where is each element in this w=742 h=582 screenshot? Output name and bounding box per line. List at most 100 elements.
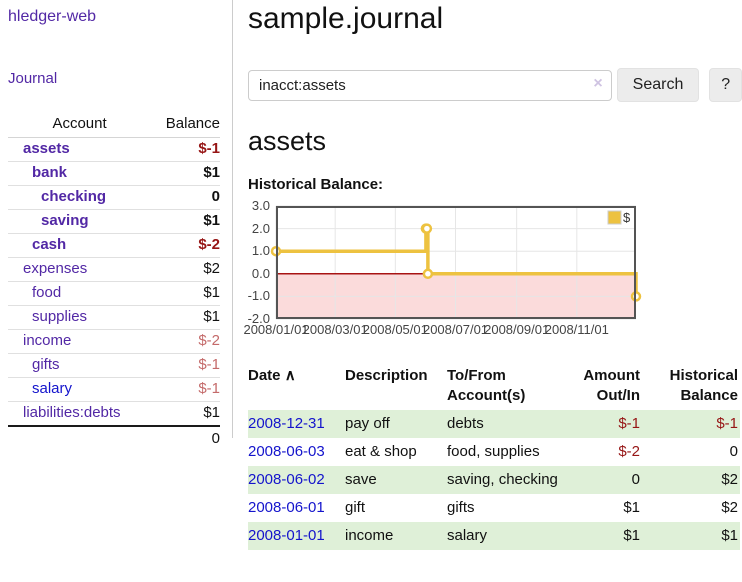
transaction-accounts: debts xyxy=(447,415,484,432)
x-tick-label: 2008/05/01 xyxy=(362,322,428,337)
account-balance: $1 xyxy=(151,281,220,306)
transaction-balance: 0 xyxy=(729,443,738,460)
accounts-total-value: 0 xyxy=(151,425,220,451)
account-row: assets $-1 xyxy=(8,137,220,162)
transaction-balance: $2 xyxy=(721,499,738,516)
register-header-date[interactable]: Date ∧ xyxy=(248,367,296,384)
accounts-header-balance: Balance xyxy=(151,111,220,138)
transaction-row[interactable]: 2008-06-02 save saving, checking 0 $2 xyxy=(248,466,740,494)
transaction-date-link[interactable]: 2008-01-01 xyxy=(248,527,325,544)
svg-text:$: $ xyxy=(623,210,631,225)
account-link[interactable]: supplies xyxy=(32,308,88,325)
y-tick-label: 1.0 xyxy=(251,243,270,259)
x-tick-label: 2008/11/01 xyxy=(544,322,609,337)
transaction-accounts: saving, checking xyxy=(447,471,558,488)
account-row: salary $-1 xyxy=(8,377,220,402)
account-link[interactable]: saving xyxy=(41,212,89,229)
account-row: cash $-2 xyxy=(8,233,220,258)
account-link[interactable]: food xyxy=(32,284,62,301)
y-tick-label: -1.0 xyxy=(247,288,270,304)
account-balance: $-1 xyxy=(151,137,220,162)
account-balance: $-1 xyxy=(151,353,220,378)
account-link[interactable]: cash xyxy=(32,236,67,253)
account-row: supplies $1 xyxy=(8,305,220,330)
search-button[interactable]: Search xyxy=(616,68,700,102)
account-balance: 0 xyxy=(151,185,220,210)
accounts-total-row: 0 xyxy=(8,425,220,451)
x-tick-label: 2008/01/01 xyxy=(243,322,309,337)
account-link[interactable]: expenses xyxy=(23,260,88,277)
transaction-balance: $-1 xyxy=(716,415,738,432)
x-tick-label: 2008/09/01 xyxy=(484,322,550,337)
transaction-amount: $1 xyxy=(623,499,640,516)
account-link[interactable]: income xyxy=(23,332,72,349)
account-row: food $1 xyxy=(8,281,220,306)
transaction-description: eat & shop xyxy=(345,443,417,460)
app-brand-link[interactable]: hledger-web xyxy=(8,8,97,25)
transaction-balance: $1 xyxy=(721,527,738,544)
page-title: sample.journal xyxy=(248,2,444,35)
help-button[interactable]: ? xyxy=(709,68,742,102)
account-balance: $1 xyxy=(151,401,220,427)
transaction-description: pay off xyxy=(345,415,390,432)
chart-plot-area: $ xyxy=(270,205,642,320)
transaction-row[interactable]: 2008-12-31 pay off debts $-1 $-1 xyxy=(248,410,740,438)
register-header-description: Description xyxy=(345,367,428,384)
account-balance: $2 xyxy=(151,257,220,282)
account-row: gifts $-1 xyxy=(8,353,220,378)
transaction-balance: $2 xyxy=(721,471,738,488)
transaction-date-link[interactable]: 2008-06-02 xyxy=(248,471,325,488)
account-row: saving $1 xyxy=(8,209,220,234)
sort-ascending-icon: ∧ xyxy=(284,367,296,384)
account-row: expenses $2 xyxy=(8,257,220,282)
transaction-amount: $-2 xyxy=(618,443,640,460)
chart-y-axis: 3.0 2.0 1.0 0.0 -1.0 -2.0 xyxy=(247,199,276,326)
transaction-accounts: gifts xyxy=(447,499,475,516)
y-tick-label: -2.0 xyxy=(247,311,270,326)
transaction-accounts: salary xyxy=(447,527,488,544)
account-link[interactable]: gifts xyxy=(32,356,60,373)
transaction-row[interactable]: 2008-06-03 eat & shop food, supplies $-2 0 xyxy=(248,438,740,466)
x-tick-label: 2008/07/01 xyxy=(422,322,489,337)
register-header-amount: Amount Out/In xyxy=(583,367,640,404)
account-row: checking 0 xyxy=(8,185,220,210)
search-form: × Search ? xyxy=(248,68,742,102)
register-header-accounts: To/From Account(s) xyxy=(447,367,526,404)
account-link[interactable]: assets xyxy=(23,140,70,157)
transaction-date-link[interactable]: 2008-06-01 xyxy=(248,499,325,516)
account-link[interactable]: liabilities:debts xyxy=(23,404,121,421)
transaction-row[interactable]: 2008-01-01 income salary $1 $1 xyxy=(248,522,740,550)
account-link[interactable]: salary xyxy=(32,380,73,397)
transaction-accounts: food, supplies xyxy=(447,443,540,460)
account-balance: $1 xyxy=(151,305,220,330)
account-link[interactable]: bank xyxy=(32,164,68,181)
account-balance: $-1 xyxy=(151,377,220,402)
accounts-table: Account Balance assets $-1 bank $1 checking 0… xyxy=(8,111,220,451)
clear-search-icon[interactable]: × xyxy=(593,74,603,92)
transaction-amount: $-1 xyxy=(618,415,640,432)
account-balance: $-2 xyxy=(151,329,220,354)
transaction-row[interactable]: 2008-06-01 gift gifts $1 $2 xyxy=(248,494,740,522)
chart-x-axis: 2008/01/01 2008/03/01 2008/05/01 2008/07/01… xyxy=(243,322,742,340)
transaction-date-link[interactable]: 2008-12-31 xyxy=(248,415,325,432)
account-link[interactable]: checking xyxy=(41,188,107,205)
transaction-date-link[interactable]: 2008-06-03 xyxy=(248,443,325,460)
search-input[interactable] xyxy=(248,69,612,101)
accounts-header-account: Account xyxy=(8,111,152,138)
account-row: income $-2 xyxy=(8,329,220,354)
transaction-amount: $1 xyxy=(623,527,640,544)
register-header-balance: Historical Balance xyxy=(669,367,738,404)
y-tick-label: 2.0 xyxy=(251,220,270,236)
transaction-description: income xyxy=(345,527,394,544)
x-tick-label: 2008/03/01 xyxy=(302,322,368,337)
account-row: liabilities:debts $1 xyxy=(8,401,220,427)
account-row: bank $1 xyxy=(8,161,220,186)
y-tick-label: 0.0 xyxy=(251,265,270,281)
main-content: sample.journal × Search ? assets Histori… xyxy=(243,0,742,550)
sidebar-item-journal[interactable]: Journal xyxy=(8,70,58,87)
transaction-amount: 0 xyxy=(631,471,640,488)
account-balance: $1 xyxy=(151,209,220,234)
account-balance: $-2 xyxy=(151,233,220,258)
y-tick-label: 3.0 xyxy=(251,198,270,213)
sidebar: hledger-web Journal Account Balance asse… xyxy=(0,0,233,451)
